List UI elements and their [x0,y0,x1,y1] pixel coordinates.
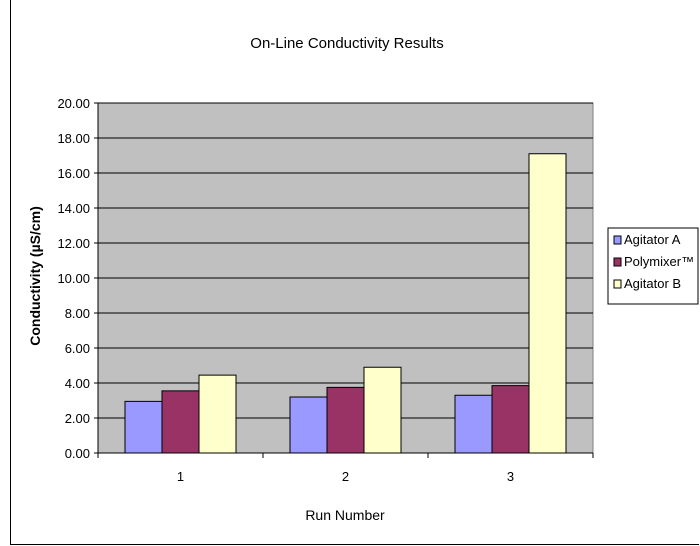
y-tick-label: 4.00 [65,376,90,391]
legend-label: Polymixer™ [624,254,694,269]
bar-polymixer--run-2 [326,386,365,454]
bar-agitator-b-run-3 [528,153,567,454]
y-axis-ticks: 0.00 2.00 4.00 6.00 8.00 10.00 12.00 14.00 16.00… [57,96,98,461]
bar-agitator-a-run-1 [124,400,163,454]
legend: Agitator A Polymixer™ Agitator B [607,227,699,305]
legend-swatch [613,279,622,289]
legend-swatch [613,235,622,245]
y-tick-label: 6.00 [65,341,90,356]
x-tick-label: 1 [177,469,184,484]
y-tick-label: 18.00 [57,131,90,146]
y-tick-label: 12.00 [57,236,90,251]
x-tick-label: 3 [507,469,514,484]
bar-agitator-a-run-3 [454,394,493,454]
y-axis-label: Conductivity (µS/cm) [27,206,43,346]
legend-box [607,227,699,305]
bar-agitator-b-run-2 [363,366,402,454]
legend-label: Agitator B [624,276,681,291]
chart-frame [10,0,699,545]
y-tick-label: 14.00 [57,201,90,216]
bar-polymixer--run-1 [161,390,200,454]
x-tick-label: 2 [342,469,349,484]
y-tick-label: 0.00 [65,446,90,461]
x-axis-label: Run Number [305,507,385,523]
y-tick-label: 10.00 [57,271,90,286]
bar-polymixer--run-3 [491,385,530,454]
legend-label: Agitator A [624,232,681,247]
y-tick-label: 16.00 [57,166,90,181]
legend-swatch [613,257,622,267]
bar-agitator-a-run-2 [289,396,328,454]
chart-title: On-Line Conductivity Results [250,35,443,52]
y-tick-label: 20.00 [57,96,90,111]
y-tick-label: 2.00 [65,411,90,426]
bar-agitator-b-run-1 [198,374,237,454]
y-tick-label: 8.00 [65,306,90,321]
x-axis-ticks: 1 2 3 [97,453,594,484]
